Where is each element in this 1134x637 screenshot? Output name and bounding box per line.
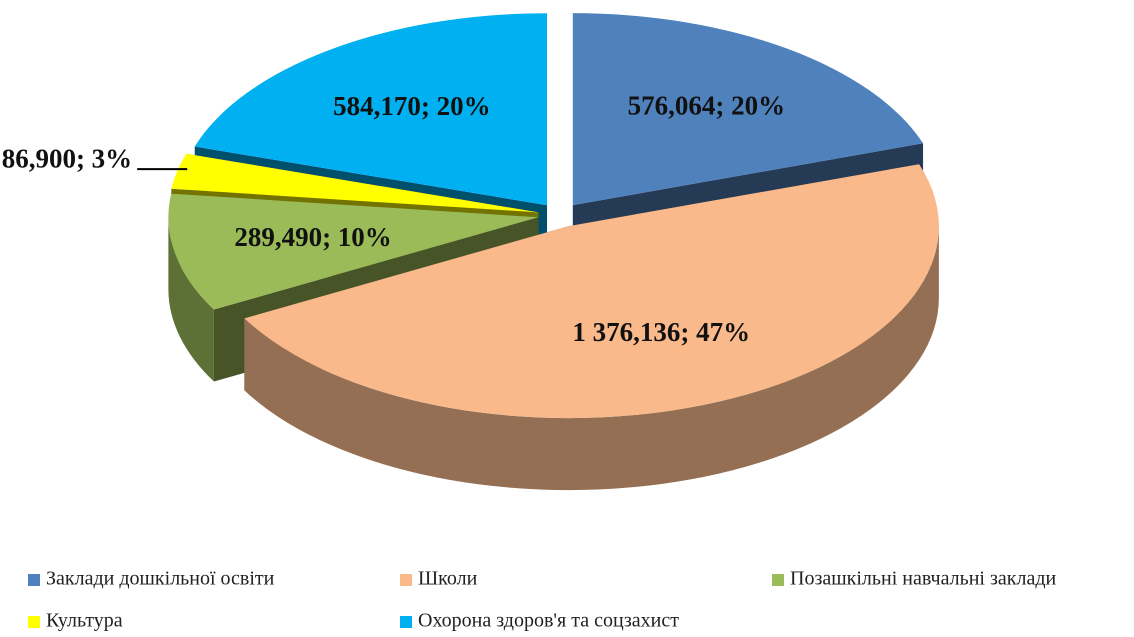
legend-label: Охорона здоров'я та соцзахист <box>418 610 679 632</box>
slice-wall <box>244 226 939 491</box>
slice-top <box>572 13 924 206</box>
legend-swatch <box>28 574 40 586</box>
slice-top <box>194 13 548 206</box>
value-label: 1 376,136; 47% <box>572 317 750 347</box>
legend-swatch <box>400 616 412 628</box>
value-label: 289,490; 10% <box>234 222 392 252</box>
legend-label: Позашкільні навчальні заклади <box>790 568 1057 590</box>
legend-label: Заклади дошкільної освіти <box>46 568 275 590</box>
slice-top <box>244 164 939 419</box>
legend-label: Культура <box>46 610 123 632</box>
legend-swatch <box>28 616 40 628</box>
slice <box>244 164 939 491</box>
legend-swatch <box>400 574 412 586</box>
value-label: 86,900; 3% <box>2 143 133 173</box>
legend-swatch <box>772 574 784 586</box>
value-label: 584,170; 20% <box>333 91 491 121</box>
slice-wall <box>168 217 214 382</box>
value-label: 576,064; 20% <box>628 91 786 121</box>
slice-top <box>171 153 539 213</box>
slice-top <box>168 193 539 310</box>
legend-label: Школи <box>418 568 478 590</box>
